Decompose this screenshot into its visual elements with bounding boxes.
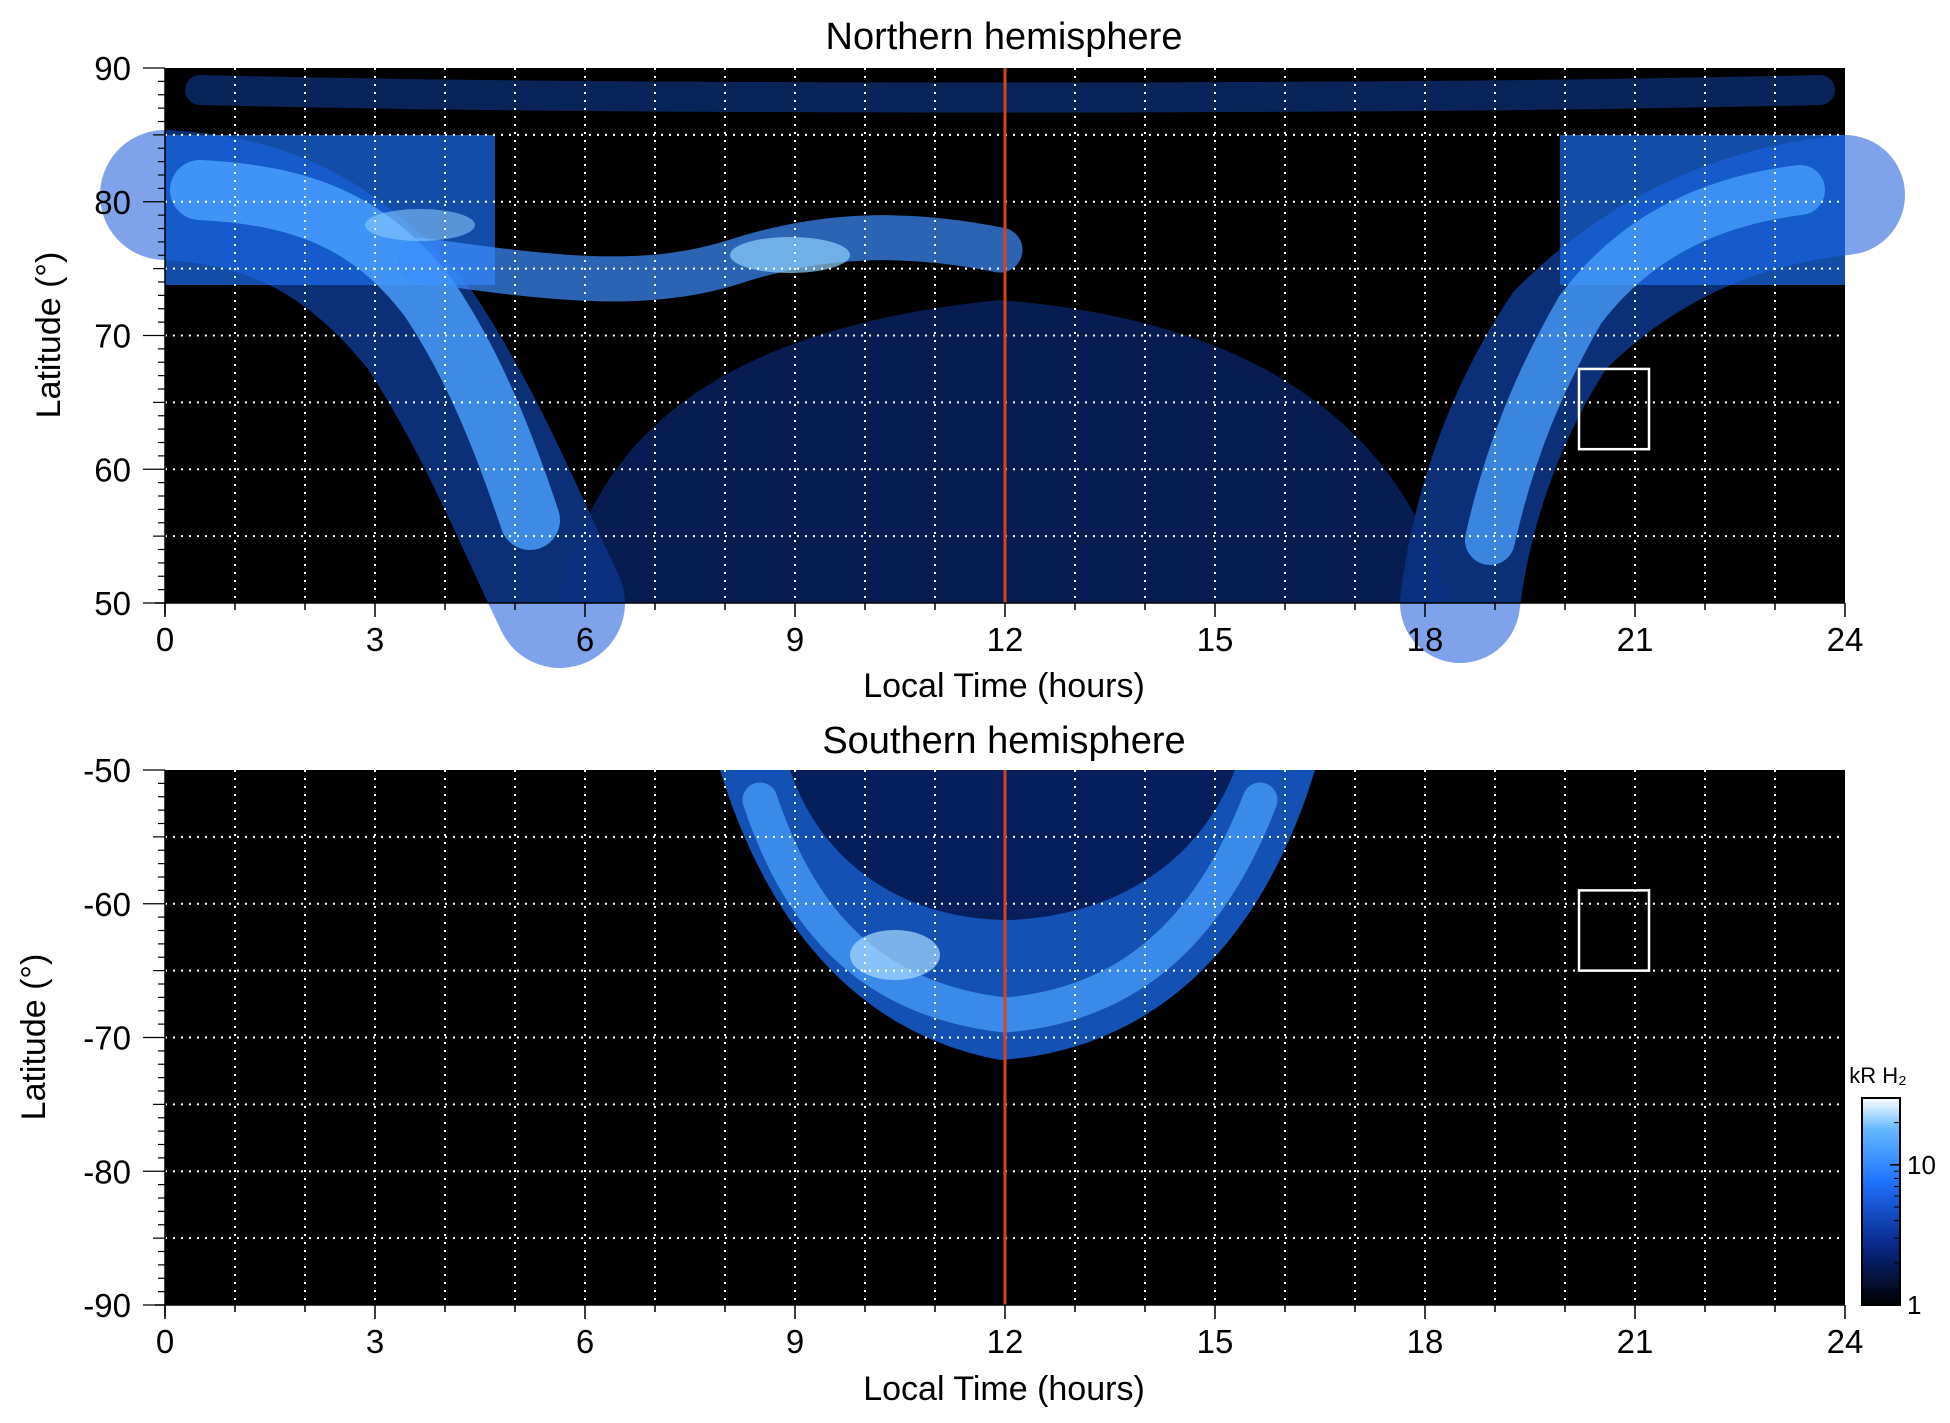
north-y-tick-label: 80	[94, 184, 131, 221]
north-oval-core-right	[1465, 165, 1825, 565]
south-axes: 0 3 6 9 12 15 18 21 24 -90 -80 -70 -60 -50	[83, 752, 1863, 1360]
south-y-tick-label: -60	[83, 886, 131, 923]
south-x-tick-label: 15	[1197, 1323, 1234, 1360]
south-oval-inner-cap	[790, 770, 1235, 920]
south-x-tick-label: 0	[156, 1323, 174, 1360]
south-title: Southern hemisphere	[822, 720, 1185, 762]
south-x-tick-label: 21	[1617, 1323, 1654, 1360]
south-highlight-box	[1577, 889, 1651, 972]
north-x-tick-label: 12	[987, 621, 1024, 658]
south-ylabel: Latitude (°)	[15, 954, 53, 1121]
colorbar: kR H₂ 1 10	[1849, 1063, 1936, 1320]
north-x-tick-label: 24	[1827, 621, 1864, 658]
north-x-tick-label: 0	[156, 621, 174, 658]
north-x-tick-label: 6	[576, 621, 594, 658]
north-polar-streaks	[185, 75, 1835, 113]
north-oval-core-left	[170, 160, 560, 550]
north-ylabel: Latitude (°)	[30, 252, 68, 419]
north-title: Northern hemisphere	[826, 16, 1183, 58]
southern-panel: Southern hemisphere 0 3 6 9 12 15 18 21 24 -90 -80…	[15, 720, 1863, 1408]
north-x-tick-label: 21	[1617, 621, 1654, 658]
colorbar-title: kR H₂	[1849, 1063, 1906, 1088]
north-x-tick-label: 15	[1197, 621, 1234, 658]
north-bright-patch	[730, 237, 850, 273]
south-x-tick-label: 9	[786, 1323, 804, 1360]
colorbar-tick-label: 10	[1907, 1150, 1936, 1180]
north-y-tick-label: 60	[94, 451, 131, 488]
south-x-tick-label: 24	[1827, 1323, 1864, 1360]
south-x-tick-label: 18	[1407, 1323, 1444, 1360]
south-y-tick-label: -80	[83, 1153, 131, 1190]
north-x-tick-label: 18	[1407, 621, 1444, 658]
north-highlight-box	[1577, 367, 1651, 451]
south-x-tick-label: 12	[987, 1323, 1024, 1360]
south-xlabel: Local Time (hours)	[863, 1370, 1145, 1408]
north-bright-patch-2	[365, 209, 475, 241]
south-y-tick-label: -50	[83, 752, 131, 789]
south-y-tick-label: -90	[83, 1287, 131, 1324]
colorbar-tick-label: 1	[1907, 1290, 1921, 1320]
south-x-tick-label: 6	[576, 1323, 594, 1360]
north-y-tick-label: 70	[94, 318, 131, 355]
colorbar-gradient	[1861, 1097, 1901, 1306]
colorbar-ticks: 1 10	[1890, 1097, 1936, 1320]
north-axes: 0 3 6 9 12 15 18 21 24 50 60 70 80 90	[94, 50, 1863, 658]
south-x-tick-label: 3	[366, 1323, 384, 1360]
south-bright-patch	[850, 930, 940, 980]
north-xlabel: Local Time (hours)	[863, 667, 1145, 705]
north-x-tick-label: 9	[786, 621, 804, 658]
north-x-tick-label: 3	[366, 621, 384, 658]
north-y-tick-label: 90	[94, 50, 131, 87]
south-y-tick-label: -70	[83, 1020, 131, 1057]
northern-panel: Northern hemisphere 0 3 6 9 12 15 18 21 24 50 60 70…	[30, 16, 1905, 705]
north-y-tick-label: 50	[94, 585, 131, 622]
